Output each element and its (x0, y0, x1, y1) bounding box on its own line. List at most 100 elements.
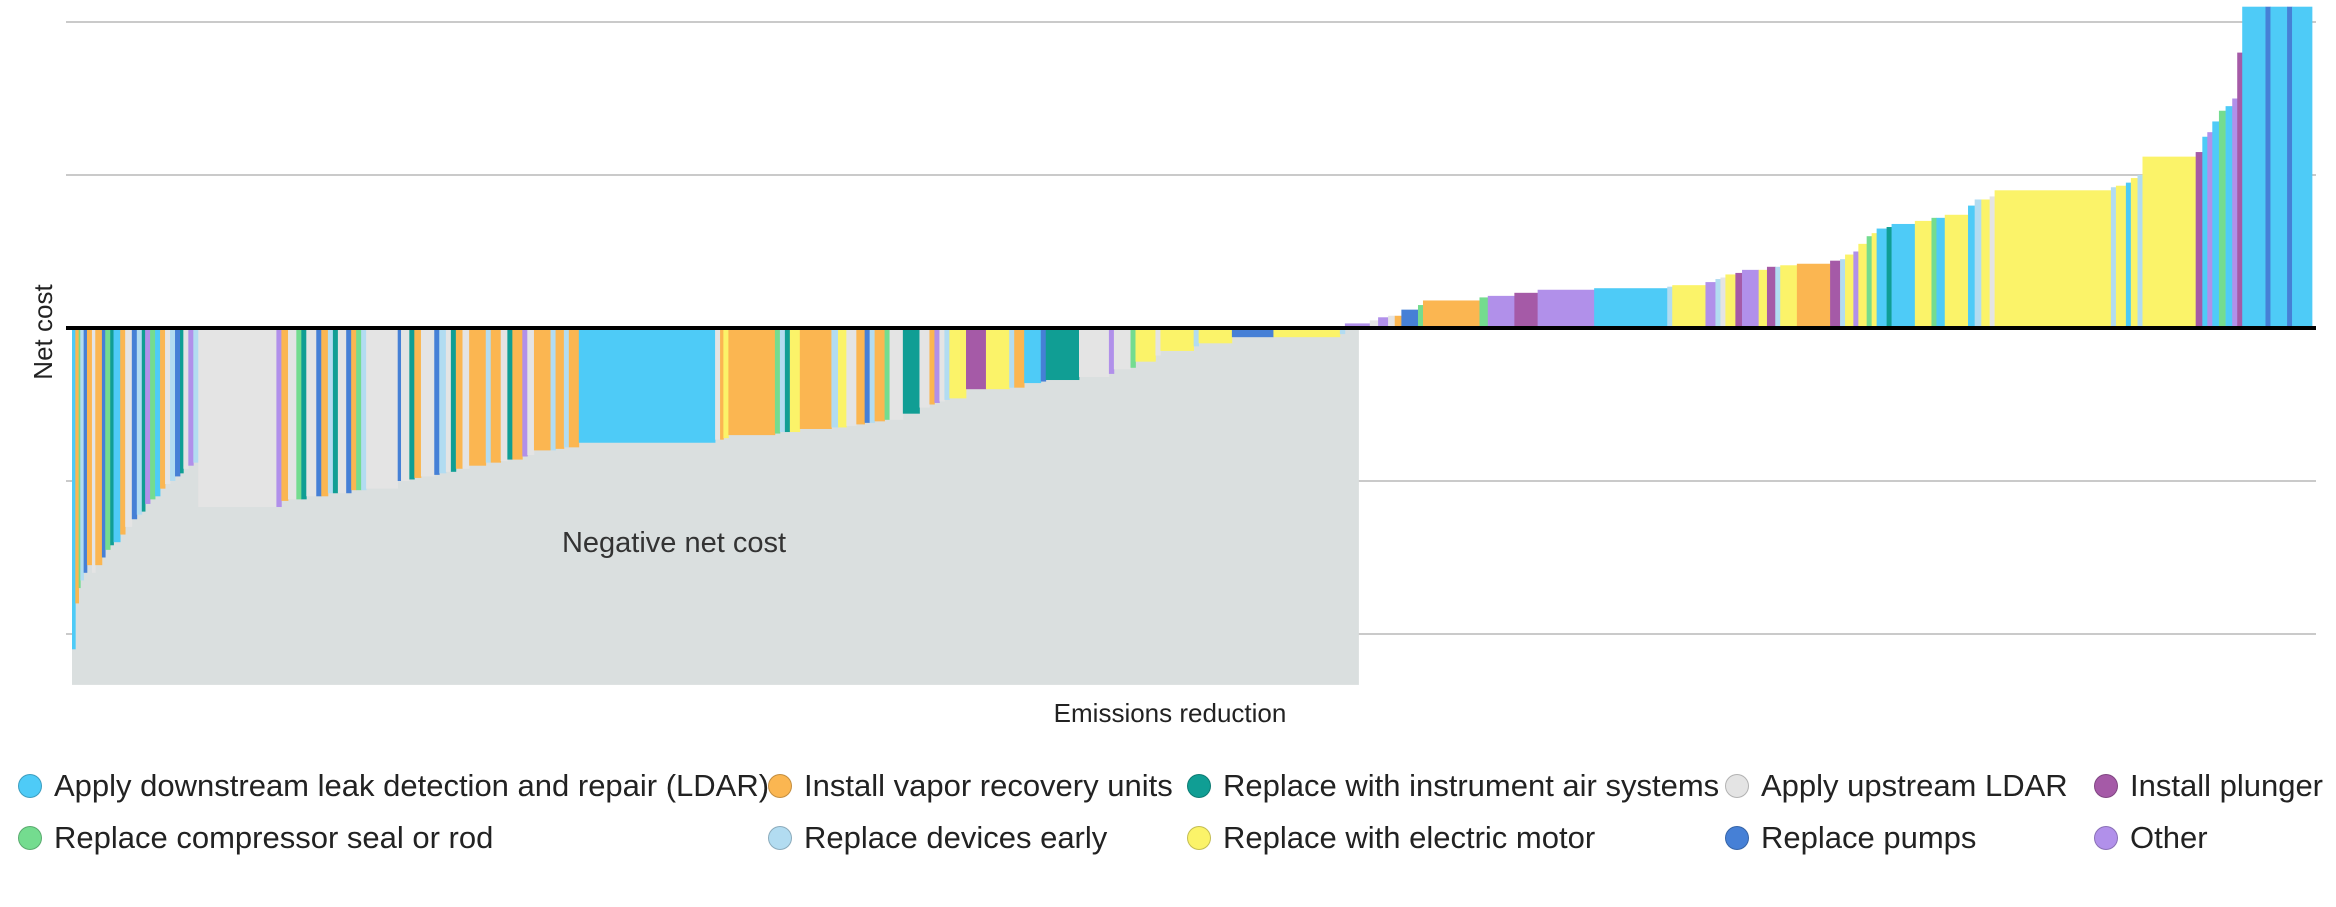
bar-pumps (1040, 328, 1047, 382)
legend-item-vru: Install vapor recovery units (768, 768, 1173, 804)
bar-motor (1981, 199, 1990, 328)
bar-other (276, 328, 282, 508)
bar-ldar_up (401, 328, 410, 481)
legend-label: Other (2130, 820, 2208, 855)
bar-plunger (2237, 52, 2243, 328)
bar-motor (838, 328, 847, 428)
legend-swatch-comp (18, 826, 42, 850)
bar-motor (2115, 185, 2127, 328)
legend-item-pumps: Replace pumps (1725, 820, 1976, 856)
bar-ldar_down (2125, 182, 2132, 328)
bar-other (1487, 295, 1515, 328)
bar-comp (150, 328, 156, 500)
bar-ldar_up (337, 328, 347, 494)
bar-motor (1780, 265, 1798, 328)
bar-vru (720, 328, 724, 440)
legend-item-air: Replace with instrument air systems (1187, 768, 1719, 804)
bar-ldar_up (889, 328, 904, 420)
bar-vru (469, 328, 487, 466)
bar-vru (929, 328, 935, 405)
bar-devices (1775, 266, 1781, 328)
bar-ldar_down (1594, 288, 1668, 328)
bar-motor (1845, 254, 1854, 328)
bar-ldar_down (1936, 217, 1946, 328)
bar-other (1537, 289, 1595, 328)
legend-item-plunger: Install plunger (2094, 768, 2323, 804)
bar-other (1344, 323, 1371, 328)
bar-plunger (1766, 266, 1776, 328)
bar-ldar_down (155, 328, 161, 497)
legend-item-comp: Replace compressor seal or rod (18, 820, 493, 856)
bar-vru (512, 328, 523, 460)
bar-pumps (2265, 6, 2271, 328)
bar-comp (2218, 110, 2226, 329)
bar-air (1886, 227, 1892, 328)
bar-vru (455, 328, 463, 469)
bar-other (1742, 269, 1759, 328)
legend-swatch-other (2094, 826, 2118, 850)
bar-devices (944, 328, 950, 400)
bar-pumps (1401, 309, 1419, 328)
bar-plunger (2195, 152, 2203, 328)
bar-ldar_down (1024, 328, 1042, 384)
bar-devices (831, 328, 839, 428)
legend-swatch-air (1187, 774, 1211, 798)
abatement-cost-curve: Negative net cost Net cost Emissions red… (28, 6, 2316, 728)
bar-ldar_up (125, 328, 133, 527)
bar-ldar_up (1155, 328, 1161, 356)
bar-vru (1394, 315, 1402, 328)
bar-devices (1339, 328, 1346, 335)
bar-pumps (434, 328, 440, 475)
legend-item-devices: Replace devices early (768, 820, 1107, 856)
negative-net-cost-annotation: Negative net cost (562, 527, 786, 559)
bar-other (1705, 282, 1716, 328)
bar-plunger (1514, 292, 1538, 328)
legend-label: Replace devices early (804, 820, 1108, 855)
legend-swatch-plunger (2094, 774, 2118, 798)
bar-ldar_up (306, 328, 317, 497)
legend-label: Replace with instrument air systems (1223, 768, 1720, 803)
bar-air (141, 328, 146, 512)
bar-ldar_down (2292, 6, 2313, 328)
bar-motor (1758, 269, 1768, 328)
bar-motor (2130, 178, 2138, 328)
bar-motor (1871, 233, 1877, 328)
bar-other (522, 328, 528, 457)
bar-comp (1417, 305, 1424, 328)
bar-other (145, 328, 151, 504)
legend-swatch-motor (1187, 826, 1211, 850)
bar-vru (490, 328, 502, 463)
bar-motor (1135, 328, 1156, 362)
bar-comp (296, 328, 302, 500)
bar-ldar_up (198, 328, 277, 508)
legend-swatch-vru (768, 774, 792, 798)
bar-other (934, 328, 940, 403)
bar-ldar_down (72, 328, 76, 650)
bar-air (1045, 328, 1080, 381)
bar-devices (1840, 259, 1846, 328)
bar-ldar_up (165, 328, 171, 485)
bar-vru (120, 328, 126, 535)
bar-air (450, 328, 457, 472)
bar-other (1378, 317, 1389, 328)
bar-motor (1725, 274, 1736, 328)
bar-pumps (1231, 328, 1274, 338)
bar-devices (327, 328, 334, 494)
bar-vru (728, 328, 776, 436)
bar-other (2232, 98, 2238, 328)
bar-devices (869, 328, 875, 423)
bar-vru (351, 328, 357, 491)
bar-ldar_up (420, 328, 435, 477)
bar-ldar_up (919, 328, 930, 408)
bar-ldar_up (288, 328, 297, 500)
bar-motor (949, 328, 967, 399)
bar-other (2207, 132, 2213, 328)
bar-pumps (175, 328, 181, 477)
legend-label: Install plunger (2130, 768, 2324, 803)
bar-ldar_up (527, 328, 535, 455)
bar-devices (1667, 286, 1673, 328)
bar-air (180, 328, 184, 474)
bar-pumps (864, 328, 870, 423)
bar-comp (78, 328, 81, 589)
bar-ldar_up (183, 328, 189, 469)
